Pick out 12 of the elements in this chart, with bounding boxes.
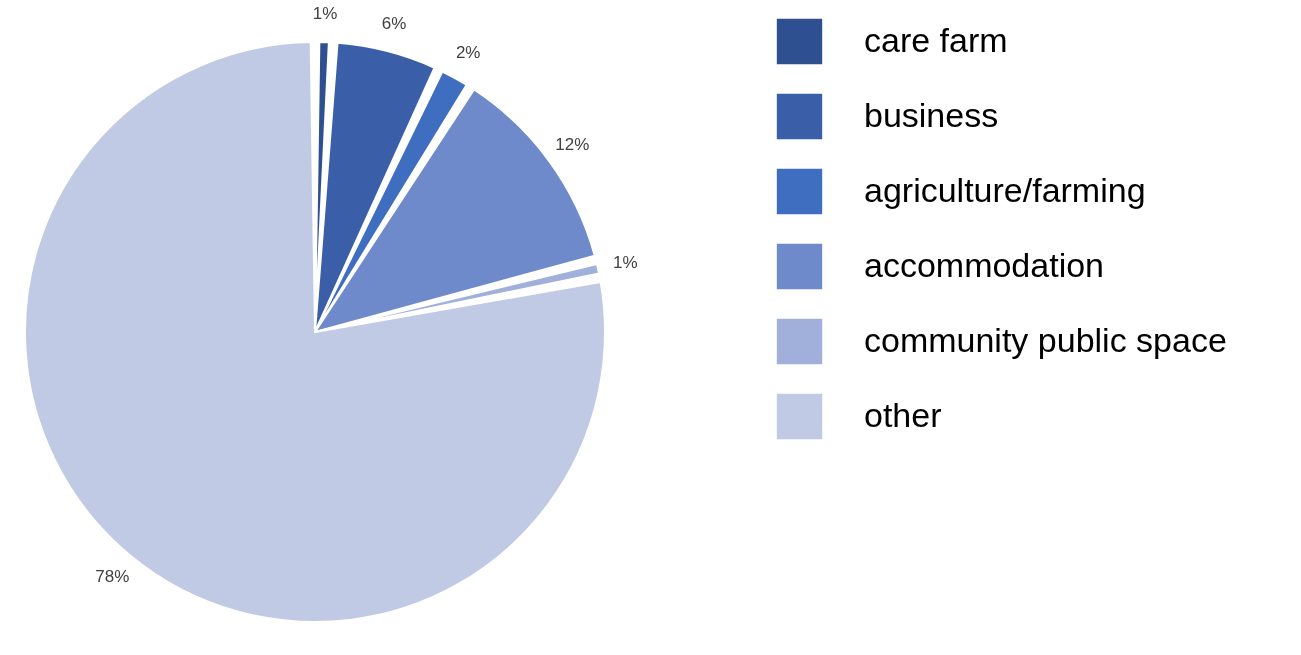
- data-label: 78%: [95, 567, 130, 587]
- data-label: 12%: [555, 135, 590, 155]
- legend-label: agriculture/farming: [864, 170, 1146, 209]
- data-label: 1%: [613, 252, 638, 272]
- legend-label: community public space: [864, 320, 1227, 359]
- legend-label: accommodation: [864, 245, 1105, 284]
- data-label: 6%: [381, 13, 407, 33]
- data-label: 1%: [312, 4, 338, 24]
- legend-label: care farm: [864, 20, 1008, 59]
- legend-label: business: [864, 95, 999, 134]
- legend-label: other: [864, 395, 942, 434]
- data-label: 2%: [455, 43, 481, 63]
